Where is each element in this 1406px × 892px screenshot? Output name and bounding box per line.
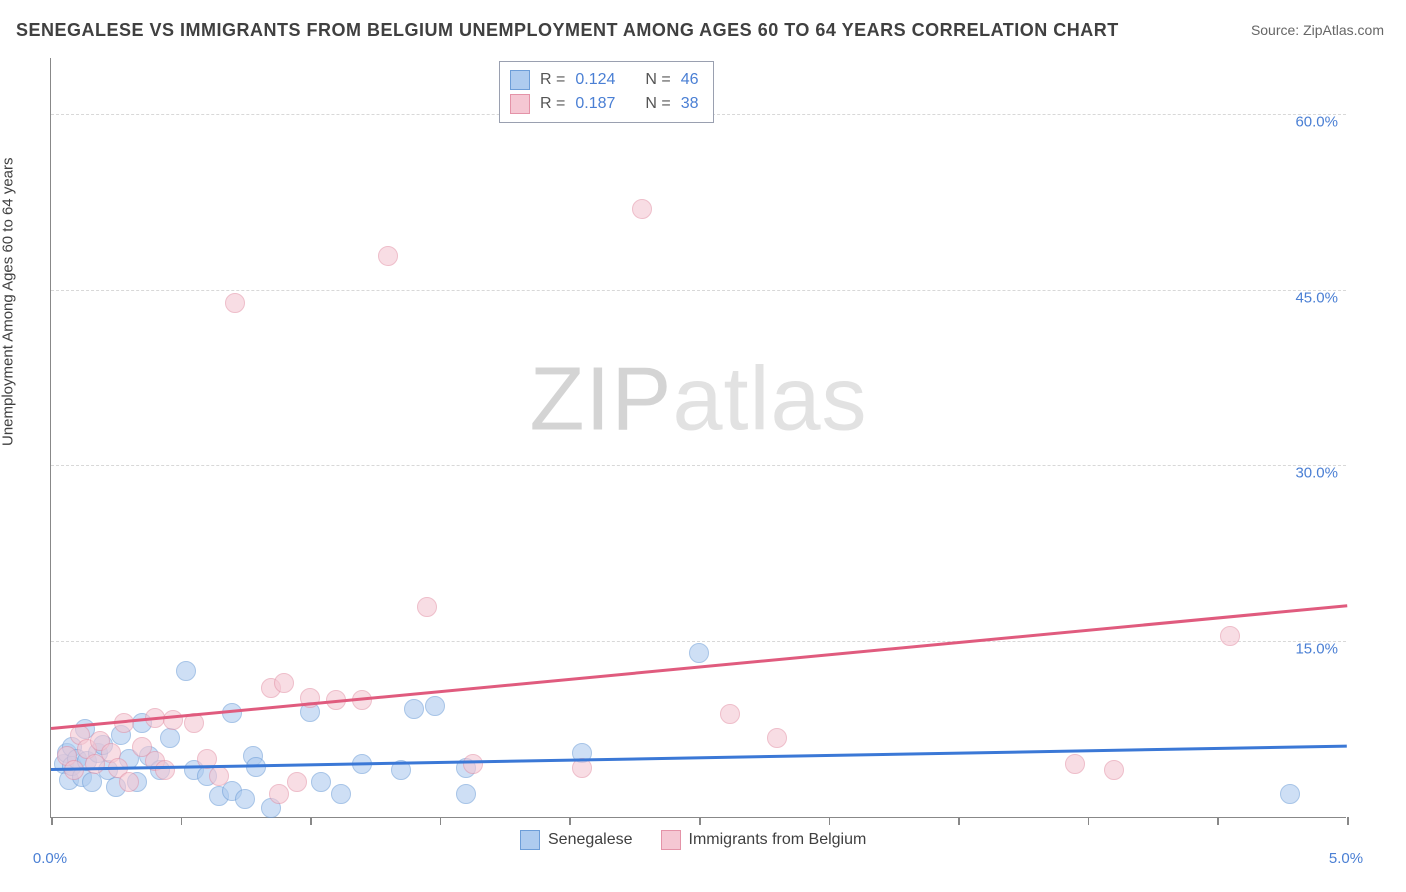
n-value: 38 <box>681 92 699 116</box>
trend-line <box>51 604 1347 729</box>
legend-swatch <box>510 70 530 90</box>
x-tick <box>440 817 442 825</box>
y-tick-label: 30.0% <box>1295 465 1338 482</box>
scatter-marker <box>1065 754 1085 774</box>
x-tick <box>1347 817 1349 825</box>
scatter-marker <box>287 772 307 792</box>
chart-title: SENEGALESE VS IMMIGRANTS FROM BELGIUM UN… <box>16 20 1119 41</box>
correlation-stats-box: R = 0.124 N = 46 R = 0.187 N = 38 <box>499 61 714 123</box>
n-label: N = <box>645 92 670 116</box>
scatter-marker <box>155 760 175 780</box>
legend-label: Immigrants from Belgium <box>689 831 867 849</box>
legend-label: Senegalese <box>548 831 633 849</box>
x-tick <box>51 817 53 825</box>
scatter-marker <box>632 199 652 219</box>
scatter-marker <box>720 704 740 724</box>
x-tick <box>1088 817 1090 825</box>
y-tick-label: 60.0% <box>1295 114 1338 131</box>
scatter-marker <box>404 699 424 719</box>
y-tick-label: 15.0% <box>1295 640 1338 657</box>
x-tick-label: 0.0% <box>33 850 67 867</box>
y-tick-label: 45.0% <box>1295 289 1338 306</box>
scatter-marker <box>235 789 255 809</box>
scatter-plot-area: ZIPatlas 15.0% 30.0% 45.0% 60.0% R = 0.124 N =… <box>50 58 1346 818</box>
x-tick <box>569 817 571 825</box>
watermark-atlas: atlas <box>672 349 867 449</box>
series-legend: Senegalese Immigrants from Belgium <box>520 830 866 850</box>
scatter-marker <box>331 784 351 804</box>
scatter-marker <box>1280 784 1300 804</box>
x-tick <box>829 817 831 825</box>
gridline <box>51 465 1346 466</box>
r-label: R = <box>540 92 565 116</box>
x-tick <box>1217 817 1219 825</box>
gridline <box>51 290 1346 291</box>
legend-item: Senegalese <box>520 830 633 850</box>
scatter-marker <box>269 784 289 804</box>
scatter-marker <box>1104 760 1124 780</box>
watermark: ZIPatlas <box>529 348 867 451</box>
y-axis-label: Unemployment Among Ages 60 to 64 years <box>0 157 17 446</box>
scatter-marker <box>456 784 476 804</box>
r-value: 0.124 <box>575 68 615 92</box>
scatter-marker <box>163 710 183 730</box>
x-tick-label: 5.0% <box>1329 850 1363 867</box>
legend-item: Immigrants from Belgium <box>661 830 867 850</box>
x-tick <box>181 817 183 825</box>
watermark-zip: ZIP <box>529 349 672 449</box>
legend-swatch <box>510 94 530 114</box>
n-value: 46 <box>681 68 699 92</box>
scatter-marker <box>378 246 398 266</box>
source-attribution: Source: ZipAtlas.com <box>1251 22 1384 38</box>
x-tick <box>310 817 312 825</box>
scatter-marker <box>417 597 437 617</box>
stats-row: R = 0.124 N = 46 <box>510 68 699 92</box>
scatter-marker <box>274 673 294 693</box>
x-tick <box>699 817 701 825</box>
scatter-marker <box>767 728 787 748</box>
scatter-marker <box>176 661 196 681</box>
legend-swatch <box>520 830 540 850</box>
stats-row: R = 0.187 N = 38 <box>510 92 699 116</box>
scatter-marker <box>463 754 483 774</box>
scatter-marker <box>119 772 139 792</box>
scatter-marker <box>209 766 229 786</box>
scatter-marker <box>64 760 84 780</box>
scatter-marker <box>114 713 134 733</box>
r-label: R = <box>540 68 565 92</box>
gridline <box>51 641 1346 642</box>
scatter-marker <box>311 772 331 792</box>
scatter-marker <box>225 293 245 313</box>
scatter-marker <box>1220 626 1240 646</box>
scatter-marker <box>160 728 180 748</box>
x-tick <box>958 817 960 825</box>
scatter-marker <box>425 696 445 716</box>
scatter-marker <box>689 643 709 663</box>
r-value: 0.187 <box>575 92 615 116</box>
legend-swatch <box>661 830 681 850</box>
n-label: N = <box>645 68 670 92</box>
